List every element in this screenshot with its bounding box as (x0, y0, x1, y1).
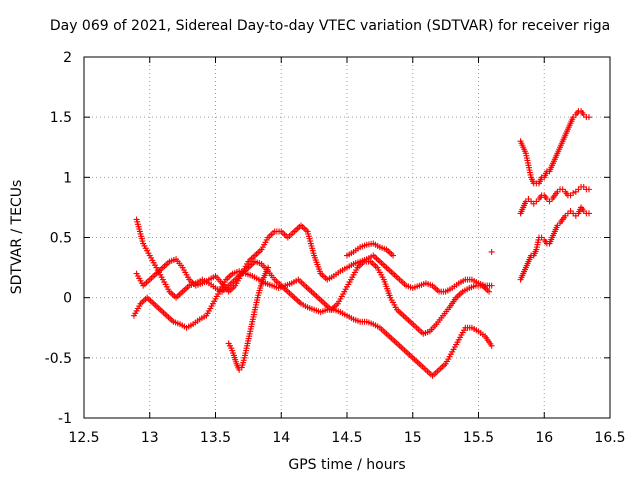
data-point (488, 248, 495, 255)
x-tick-label: 14.5 (331, 430, 362, 446)
y-tick-label: 0 (63, 291, 72, 307)
y-tick-label: 1.5 (50, 110, 72, 126)
y-tick-label: -1 (58, 411, 72, 427)
data-point (390, 252, 397, 259)
data-point (585, 186, 592, 193)
data-point (265, 264, 272, 271)
y-tick-label: -0.5 (45, 351, 72, 367)
data-point (570, 189, 577, 196)
data-points (130, 108, 592, 379)
y-tick-label: 1 (63, 170, 72, 186)
x-tick-label: 16 (535, 430, 553, 446)
y-tick-label: 0.5 (50, 231, 72, 247)
x-axis-label: GPS time / hours (288, 457, 405, 473)
data-point (585, 114, 592, 121)
x-tick-label: 15 (404, 430, 422, 446)
data-point (486, 288, 493, 295)
chart-title: Day 069 of 2021, Sidereal Day-to-day VTE… (50, 18, 610, 34)
gridlines (84, 57, 610, 418)
x-tick-label: 14 (272, 430, 290, 446)
axis-ticks: 12.5 13 13.5 14 14.5 15 15.5 16 16.5 -1 -0.5 0 0.5 1 1… (45, 50, 626, 446)
x-tick-label: 13 (141, 430, 159, 446)
x-tick-label: 12.5 (68, 430, 99, 446)
y-tick-label: 2 (63, 50, 72, 66)
x-tick-label: 16.5 (594, 430, 625, 446)
data-point (488, 342, 495, 349)
y-axis-label: SDTVAR / TECUs (9, 180, 25, 295)
x-tick-label: 15.5 (463, 430, 494, 446)
x-tick-label: 13.5 (200, 430, 231, 446)
data-point (585, 210, 592, 217)
data-point (488, 282, 495, 289)
